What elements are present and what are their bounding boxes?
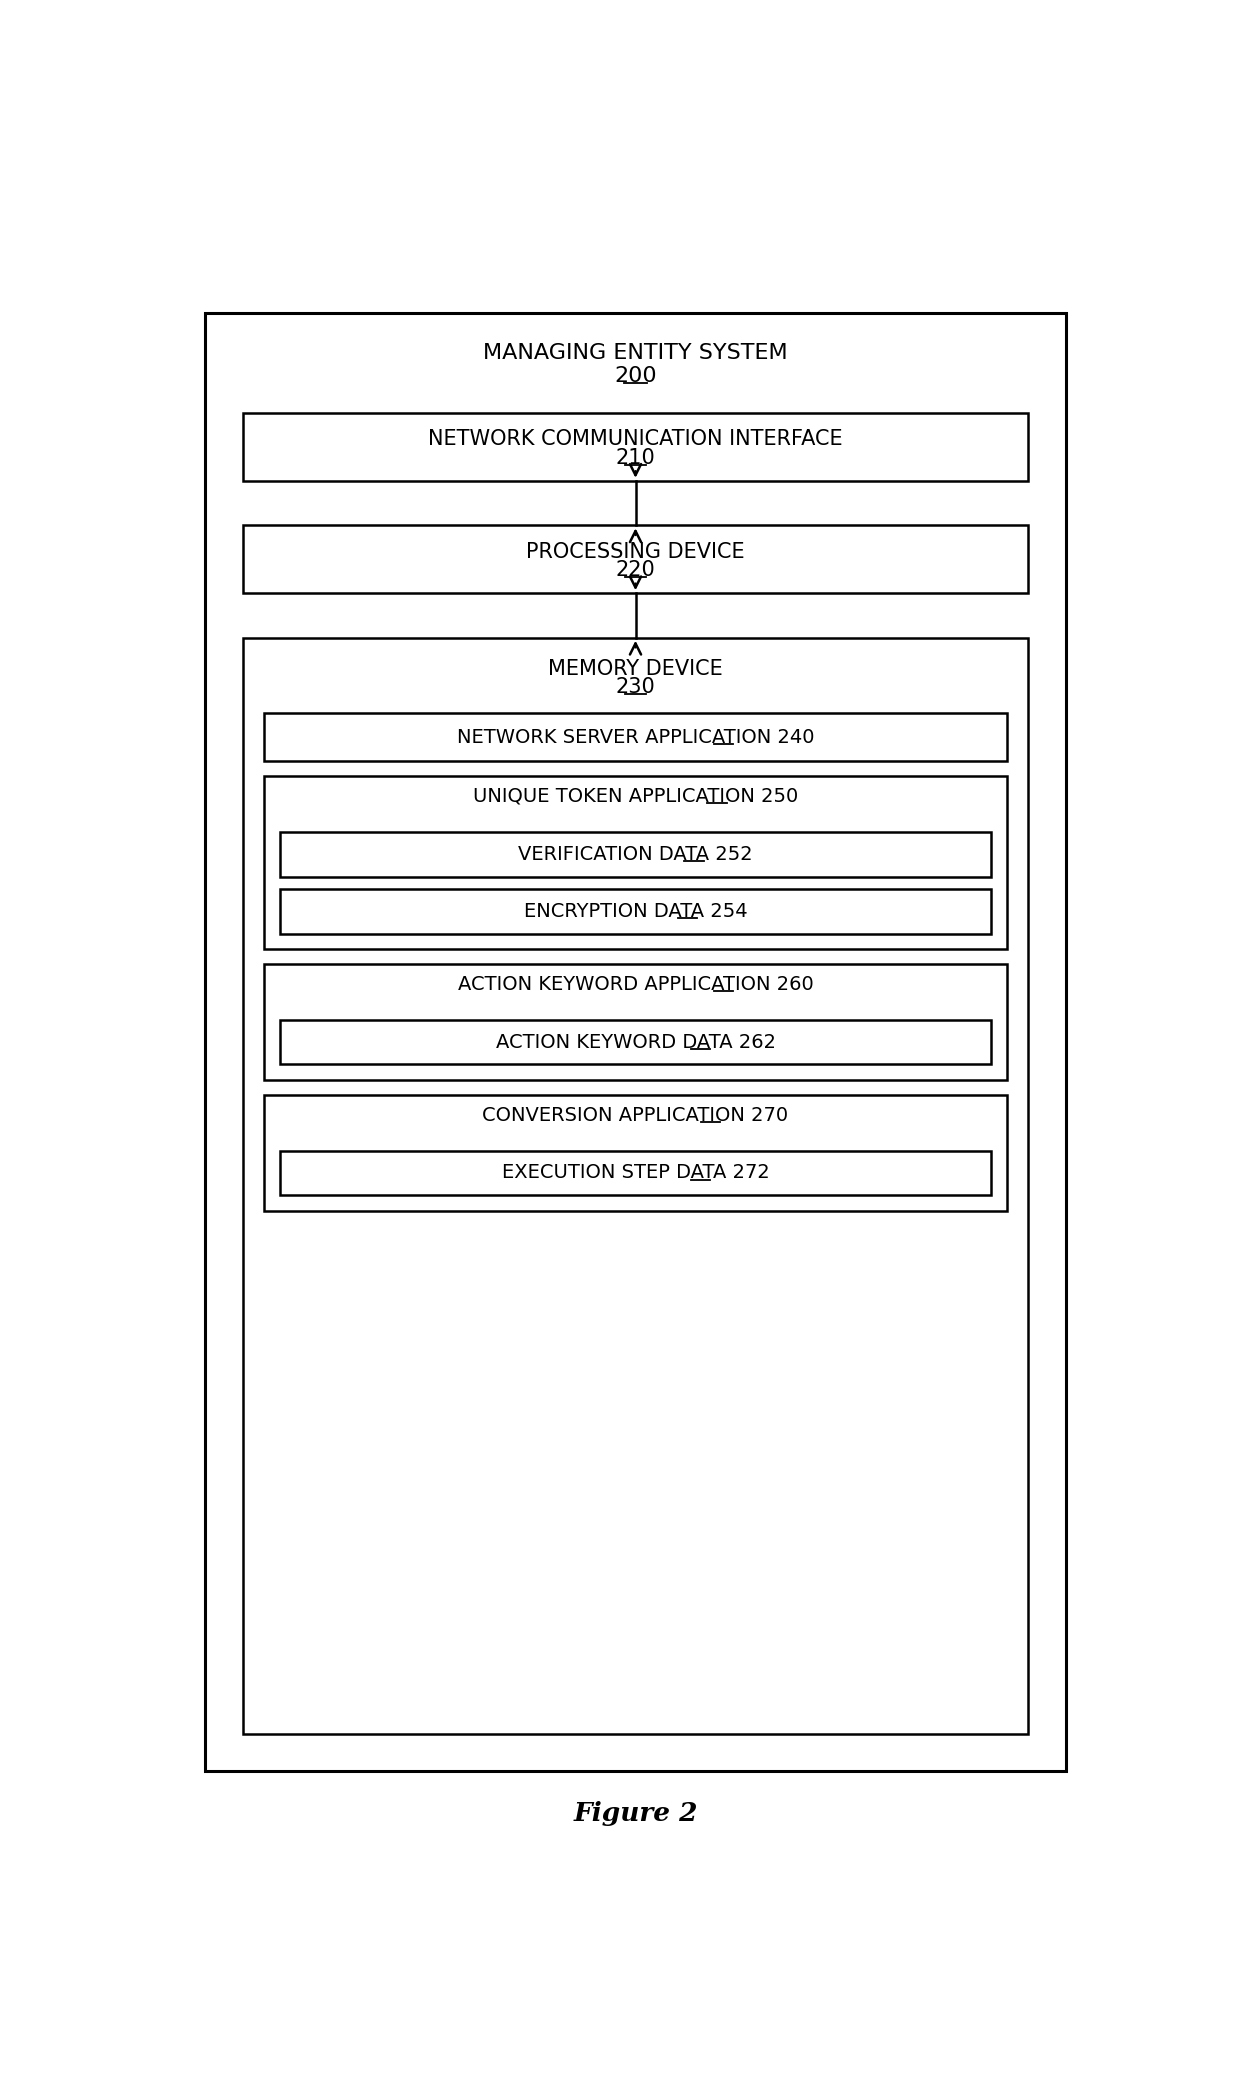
Text: NETWORK SERVER APPLICATION 240: NETWORK SERVER APPLICATION 240 bbox=[456, 727, 815, 748]
FancyBboxPatch shape bbox=[264, 714, 1007, 760]
Text: CONVERSION APPLICATION 270: CONVERSION APPLICATION 270 bbox=[482, 1106, 789, 1124]
FancyBboxPatch shape bbox=[280, 888, 991, 934]
Text: MANAGING ENTITY SYSTEM: MANAGING ENTITY SYSTEM bbox=[484, 343, 787, 362]
Text: 200: 200 bbox=[614, 366, 657, 385]
FancyBboxPatch shape bbox=[280, 831, 991, 877]
FancyBboxPatch shape bbox=[264, 965, 1007, 1081]
Text: NETWORK COMMUNICATION INTERFACE: NETWORK COMMUNICATION INTERFACE bbox=[428, 429, 843, 448]
Text: Figure 2: Figure 2 bbox=[573, 1801, 698, 1826]
Text: PROCESSING DEVICE: PROCESSING DEVICE bbox=[526, 542, 745, 561]
FancyBboxPatch shape bbox=[280, 1020, 991, 1064]
FancyBboxPatch shape bbox=[206, 312, 1065, 1772]
FancyBboxPatch shape bbox=[243, 526, 1028, 593]
Text: UNIQUE TOKEN APPLICATION 250: UNIQUE TOKEN APPLICATION 250 bbox=[472, 787, 799, 806]
Text: EXECUTION STEP DATA 272: EXECUTION STEP DATA 272 bbox=[502, 1164, 769, 1183]
FancyBboxPatch shape bbox=[264, 1095, 1007, 1210]
FancyBboxPatch shape bbox=[243, 639, 1028, 1734]
Text: 220: 220 bbox=[615, 559, 656, 580]
Text: VERIFICATION DATA 252: VERIFICATION DATA 252 bbox=[518, 844, 753, 863]
Text: ACTION KEYWORD DATA 262: ACTION KEYWORD DATA 262 bbox=[496, 1032, 775, 1051]
Text: ACTION KEYWORD APPLICATION 260: ACTION KEYWORD APPLICATION 260 bbox=[458, 976, 813, 995]
Text: 210: 210 bbox=[615, 448, 656, 467]
Text: MEMORY DEVICE: MEMORY DEVICE bbox=[548, 660, 723, 678]
FancyBboxPatch shape bbox=[264, 777, 1007, 949]
FancyBboxPatch shape bbox=[280, 1150, 991, 1196]
Text: ENCRYPTION DATA 254: ENCRYPTION DATA 254 bbox=[523, 903, 748, 921]
FancyBboxPatch shape bbox=[243, 413, 1028, 482]
Text: 230: 230 bbox=[615, 676, 656, 697]
